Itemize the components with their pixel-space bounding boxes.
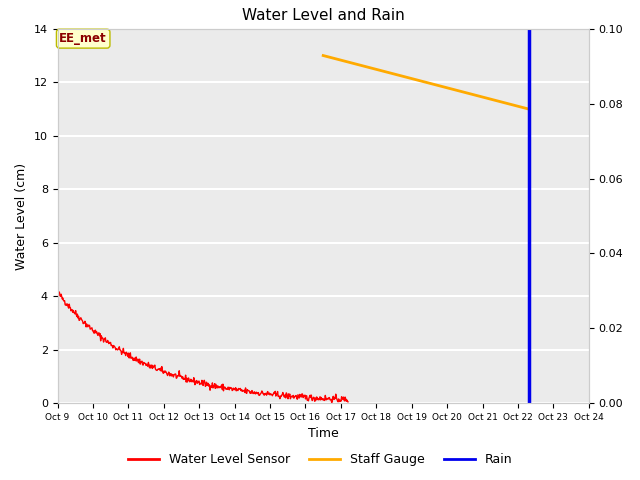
Text: EE_met: EE_met (60, 32, 107, 45)
X-axis label: Time: Time (308, 428, 339, 441)
Title: Water Level and Rain: Water Level and Rain (242, 9, 404, 24)
Y-axis label: Water Level (cm): Water Level (cm) (15, 162, 28, 270)
Legend: Water Level Sensor, Staff Gauge, Rain: Water Level Sensor, Staff Gauge, Rain (123, 448, 517, 471)
